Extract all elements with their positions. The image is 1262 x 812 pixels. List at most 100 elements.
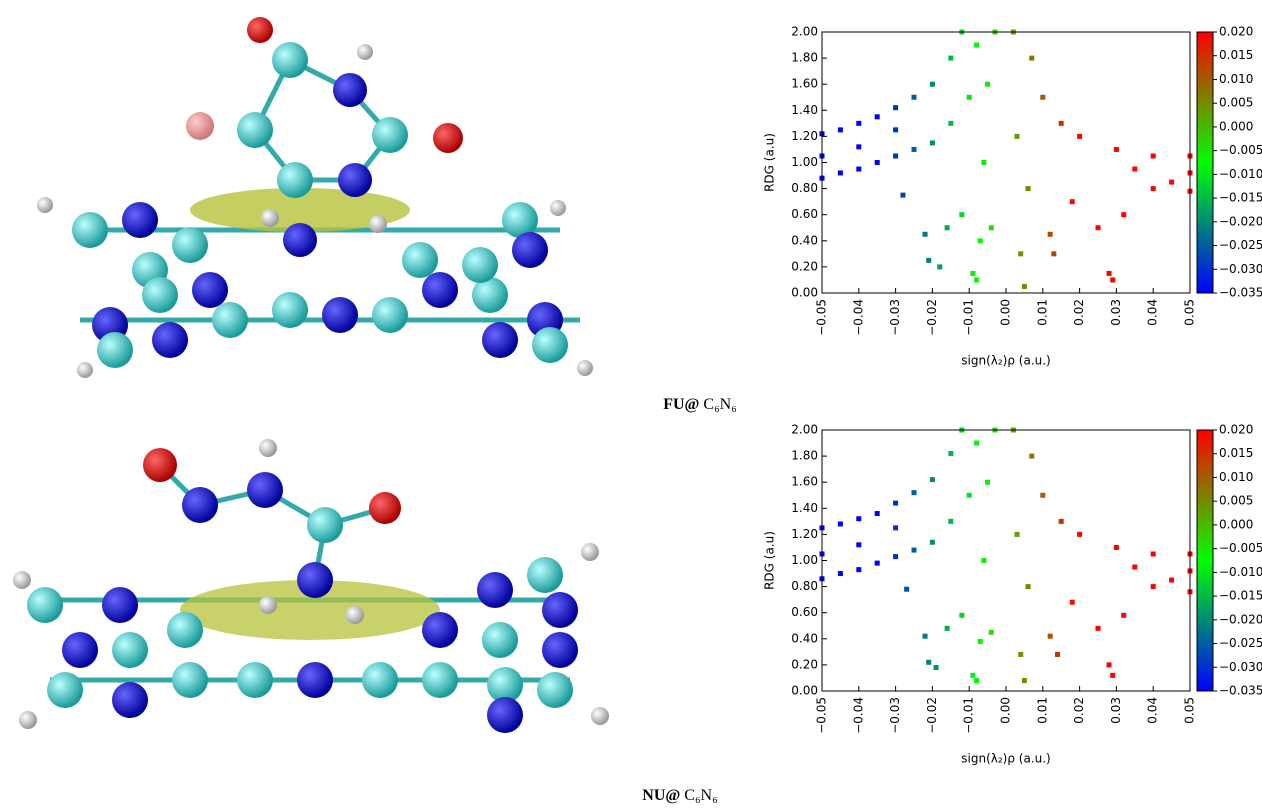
- x-tick-label: 0.00: [999, 299, 1013, 326]
- point: [967, 95, 972, 100]
- colorbar-tick-label: −0.035: [1219, 684, 1262, 698]
- point: [970, 673, 975, 678]
- point: [974, 43, 979, 48]
- point: [1132, 565, 1137, 570]
- x-tick-label: 0.04: [1146, 299, 1160, 326]
- point: [1151, 153, 1156, 158]
- colorbar-tick-label: −0.005: [1219, 143, 1262, 157]
- caption-formula: C₆N₆: [684, 787, 717, 804]
- caption: FU@C₆N₆: [663, 396, 737, 413]
- point: [985, 480, 990, 485]
- colorbar: [1197, 32, 1213, 293]
- x-tick-label: 0.05: [1183, 299, 1197, 326]
- point: [1018, 652, 1023, 657]
- colorbar-tick-label: −0.010: [1219, 565, 1262, 579]
- point: [930, 82, 935, 87]
- x-tick-label: 0.01: [1035, 299, 1049, 326]
- point: [985, 82, 990, 87]
- point: [974, 441, 979, 446]
- x-tick-label: 0.03: [1109, 697, 1123, 724]
- point: [1169, 578, 1174, 583]
- y-tick-label: 1.60: [791, 475, 818, 489]
- y-tick-label: 0.20: [791, 657, 818, 671]
- point: [930, 477, 935, 482]
- point: [856, 567, 861, 572]
- colorbar: [1197, 430, 1213, 691]
- point: [875, 114, 880, 119]
- point: [1015, 532, 1020, 537]
- y-tick-label: 0.80: [791, 181, 818, 195]
- point: [945, 225, 950, 230]
- point: [893, 153, 898, 158]
- y-tick-label: 1.40: [791, 103, 818, 117]
- point: [838, 127, 843, 132]
- point: [923, 232, 928, 237]
- x-tick-label: 0.01: [1035, 697, 1049, 724]
- point: [1077, 532, 1082, 537]
- point: [981, 160, 986, 165]
- x-tick-label: 0.02: [1072, 697, 1086, 724]
- point: [981, 558, 986, 563]
- colorbar-tick-label: −0.020: [1219, 612, 1262, 626]
- caption: NU@C₆N₆: [642, 787, 717, 804]
- x-tick-label: 0.00: [999, 697, 1013, 724]
- y-tick-label: 0.40: [791, 233, 818, 247]
- x-tick-label: −0.05: [815, 697, 829, 734]
- point: [1022, 678, 1027, 683]
- point: [1114, 545, 1119, 550]
- colorbar-tick-label: 0.005: [1219, 96, 1253, 110]
- point: [948, 121, 953, 126]
- colorbar-tick-label: −0.025: [1219, 636, 1262, 650]
- point: [930, 140, 935, 145]
- y-tick-label: 1.20: [791, 527, 818, 541]
- point: [1110, 673, 1115, 678]
- x-tick-label: −0.04: [851, 697, 865, 734]
- colorbar-tick-label: −0.025: [1219, 238, 1262, 252]
- point: [1096, 626, 1101, 631]
- point: [912, 95, 917, 100]
- caption-formula: C₆N₆: [703, 396, 736, 413]
- point: [937, 264, 942, 269]
- colorbar-tick-label: 0.010: [1219, 470, 1253, 484]
- point: [893, 554, 898, 559]
- point: [1110, 277, 1115, 282]
- point: [1121, 613, 1126, 618]
- point: [1026, 584, 1031, 589]
- x-tick-label: −0.02: [925, 299, 939, 336]
- colorbar-tick-label: −0.030: [1219, 660, 1262, 674]
- point: [1070, 600, 1075, 605]
- point: [856, 144, 861, 149]
- x-tick-label: 0.03: [1109, 299, 1123, 326]
- colorbar-tick-label: 0.015: [1219, 48, 1253, 62]
- point: [989, 225, 994, 230]
- y-tick-label: 0.20: [791, 259, 818, 273]
- point: [978, 639, 983, 644]
- point: [904, 587, 909, 592]
- point: [959, 212, 964, 217]
- colorbar-tick-label: −0.030: [1219, 262, 1262, 276]
- point: [1169, 180, 1174, 185]
- point: [856, 542, 861, 547]
- point: [893, 525, 898, 530]
- point: [893, 105, 898, 110]
- point: [1077, 134, 1082, 139]
- y-tick-label: 1.40: [791, 501, 818, 515]
- x-tick-label: −0.01: [962, 697, 976, 734]
- point: [930, 540, 935, 545]
- y-tick-label: 1.00: [791, 155, 818, 169]
- point: [974, 277, 979, 282]
- x-tick-label: −0.03: [888, 697, 902, 734]
- x-tick-label: −0.04: [851, 299, 865, 336]
- point: [1107, 662, 1112, 667]
- y-tick-label: 1.80: [791, 51, 818, 65]
- point: [926, 660, 931, 665]
- point: [926, 258, 931, 263]
- point: [1059, 121, 1064, 126]
- colorbar-tick-label: 0.005: [1219, 494, 1253, 508]
- point: [900, 193, 905, 198]
- colorbar-tick-label: −0.020: [1219, 214, 1262, 228]
- plot-frame: [822, 430, 1190, 691]
- point: [1048, 634, 1053, 639]
- point: [912, 147, 917, 152]
- point: [856, 167, 861, 172]
